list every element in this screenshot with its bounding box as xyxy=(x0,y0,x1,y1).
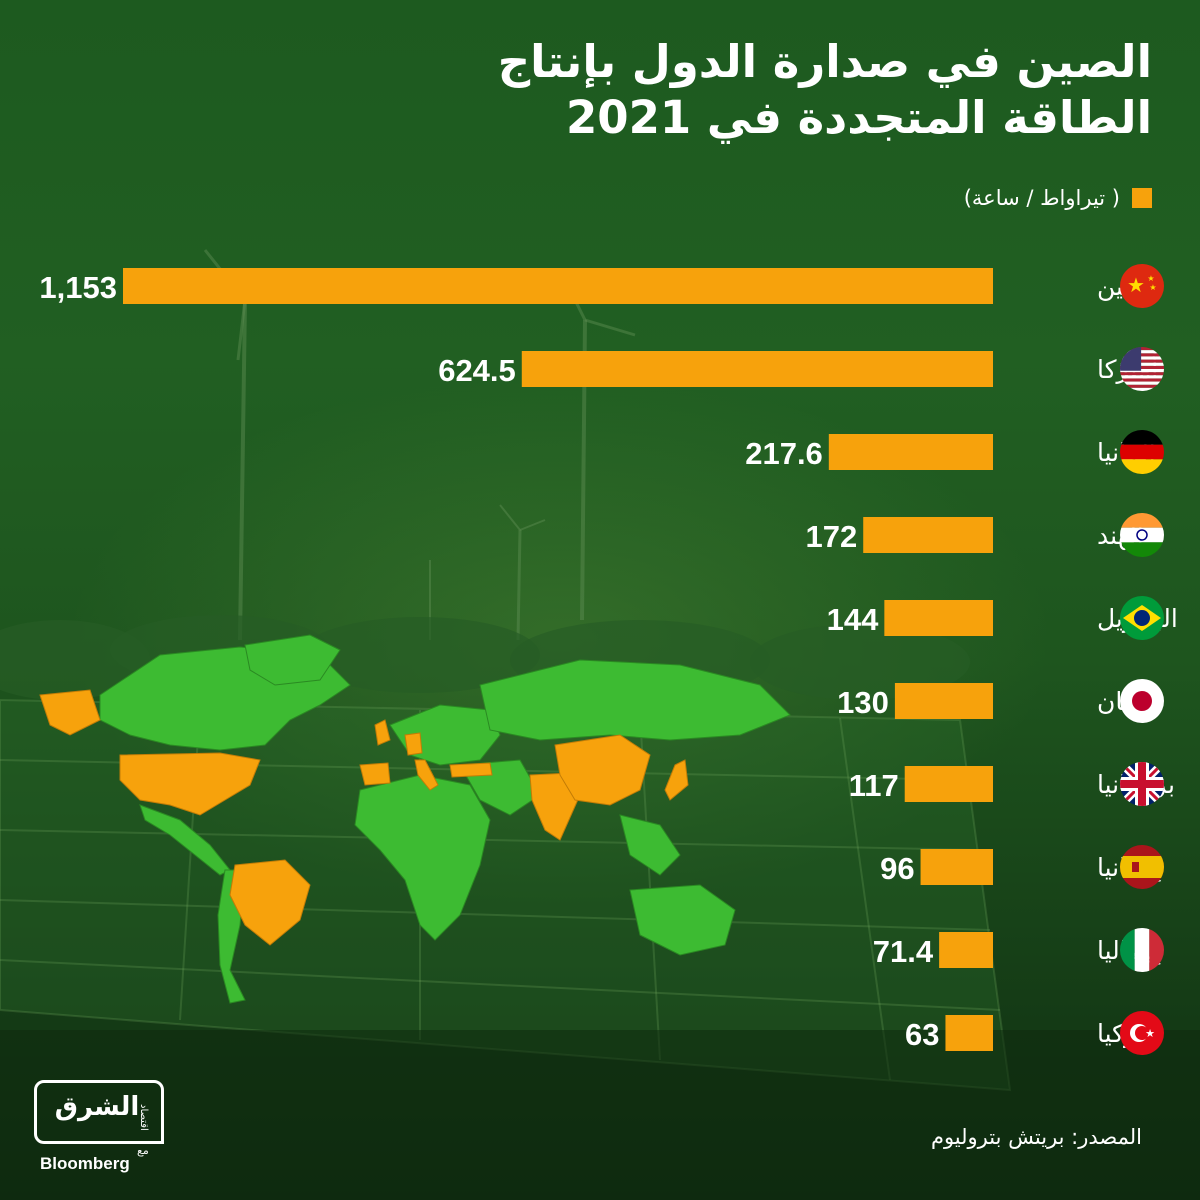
india-flag-icon xyxy=(1120,513,1164,557)
logo-frame xyxy=(34,1080,164,1144)
bar-4 xyxy=(884,600,993,636)
value-label-4: 144 xyxy=(827,602,879,637)
map-central-america xyxy=(139,804,231,876)
map-russia-asia xyxy=(479,659,791,741)
map-usa xyxy=(119,752,261,816)
uk-flag-icon xyxy=(1120,762,1164,806)
legend: ( تيراواط / ساعة) xyxy=(964,186,1152,210)
bar-1 xyxy=(521,351,993,387)
value-label-2: 217.6 xyxy=(745,436,823,471)
legend-swatch xyxy=(1132,188,1152,208)
page-title: الصين في صدارة الدول بإنتاج الطاقة المتج… xyxy=(392,34,1152,146)
value-label-6: 117 xyxy=(849,768,899,803)
italy-flag-icon xyxy=(1120,928,1164,972)
value-label-3: 172 xyxy=(805,519,857,554)
bar-2 xyxy=(828,434,993,470)
germany-flag-icon xyxy=(1120,430,1164,474)
title-line-2: الطاقة المتجددة في 2021 xyxy=(566,91,1152,144)
value-label-8: 71.4 xyxy=(873,934,934,969)
map-spain xyxy=(359,762,391,786)
bar-3 xyxy=(863,517,993,553)
value-label-5: 130 xyxy=(837,685,889,720)
map-australia xyxy=(629,884,736,956)
bar-5 xyxy=(894,683,993,719)
logo-sub-text: اقتصاد xyxy=(138,1104,149,1131)
usa-flag-icon xyxy=(1120,347,1164,391)
map-southeast-asia xyxy=(619,814,681,876)
turkey-flag-icon: ★ xyxy=(1120,1011,1164,1055)
bar-9 xyxy=(945,1015,993,1051)
value-label-0: 1,153 xyxy=(39,270,117,305)
map-japan xyxy=(664,759,689,801)
value-label-1: 624.5 xyxy=(438,353,516,388)
svg-text:★: ★ xyxy=(1127,273,1145,297)
legend-label: ( تيراواط / ساعة) xyxy=(963,186,1120,210)
map-alaska xyxy=(39,689,101,736)
value-label-7: 96 xyxy=(880,851,914,886)
title-line-1: الصين في صدارة الدول بإنتاج xyxy=(497,35,1152,88)
bar-6 xyxy=(904,766,993,802)
map-italy xyxy=(414,759,439,791)
brazil-flag-icon xyxy=(1120,596,1164,640)
asharq-bloomberg-logo: الشرق اقتصاد مع Bloomberg xyxy=(34,1080,166,1176)
map-turkey xyxy=(449,762,493,778)
japan-flag-icon xyxy=(1120,679,1164,723)
source-note: المصدر: بريتش بتروليوم xyxy=(930,1125,1142,1149)
map-germany xyxy=(404,732,423,756)
value-label-9: 63 xyxy=(905,1017,939,1052)
logo-english-text: Bloomberg xyxy=(40,1154,130,1173)
spain-flag-icon xyxy=(1120,845,1164,889)
bar-0 xyxy=(123,268,993,304)
map-greenland xyxy=(244,634,341,686)
logo-with-text: مع xyxy=(137,1144,149,1157)
map-uk xyxy=(374,719,391,746)
svg-text:★: ★ xyxy=(1145,1027,1155,1040)
map-china xyxy=(554,734,651,806)
svg-text:★: ★ xyxy=(1147,274,1154,283)
svg-text:★: ★ xyxy=(1149,283,1156,292)
logo-arabic-text: الشرق xyxy=(54,1092,140,1122)
bar-7 xyxy=(920,849,993,885)
map-brazil xyxy=(229,859,311,946)
bar-8 xyxy=(939,932,993,968)
china-flag-icon: ★ ★★ xyxy=(1120,264,1164,308)
map-africa xyxy=(354,774,491,941)
world-map xyxy=(39,634,791,1004)
